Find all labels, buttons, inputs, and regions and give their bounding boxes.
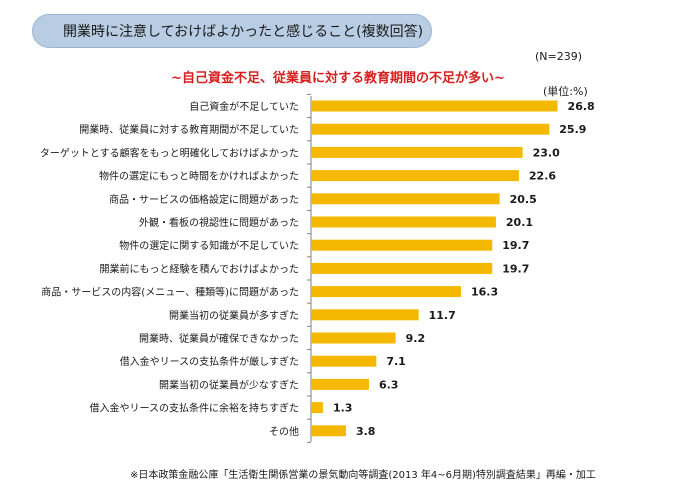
bar-13 [311,402,323,414]
bar-1 [311,123,550,135]
bar-0 [311,100,558,112]
category-label-13: 借入金やリースの支払条件に余裕を持ちすぎた [90,402,300,415]
category-label-12: 開業当初の従業員が少なすぎた [159,378,299,391]
sample-size: (N=239) [535,50,583,63]
category-label-11: 借入金やリースの支払条件が厳しすぎた [120,355,299,368]
chart-header: 開業時に注意しておけばよかったと感じること(複数回答) [32,14,432,48]
bar-3 [311,170,519,182]
chart-subtitle: ~自己資金不足、従業員に対する教育期間の不足が多い~ [171,71,505,86]
value-label-6: 19.7 [502,239,529,252]
source-note: ※日本政策金融公庫「生活衛生関係営業の景気動向等調査(2013 年4~6月期)特… [130,470,596,481]
value-label-14: 3.8 [356,425,376,438]
category-label-7: 開業前にもっと経験を積んでおけばよかった [100,262,300,275]
value-label-0: 26.8 [568,100,595,113]
category-label-3: 物件の選定にもっと時間をかければよかった [99,170,299,183]
value-label-2: 23.0 [533,146,560,159]
value-label-5: 20.1 [506,216,533,229]
bar-6 [311,239,493,251]
value-label-1: 25.9 [559,123,586,136]
value-label-3: 22.6 [529,170,556,183]
bar-4 [311,193,500,205]
bar-14 [311,425,346,437]
bar-2 [311,146,523,158]
bar-7 [311,262,493,274]
category-label-1: 開業時、従業員に対する教育期間が不足していた [79,123,299,136]
value-label-12: 6.3 [379,378,399,391]
bar-12 [311,378,369,390]
chart-header-text: 開業時に注意しておけばよかったと感じること(複数回答) [63,24,424,40]
value-label-7: 19.7 [502,262,529,275]
category-label-5: 外観・看板の視認性に問題があった [139,216,299,229]
value-label-13: 1.3 [333,402,353,415]
bar-10 [311,332,396,344]
bar-8 [311,286,461,298]
value-label-8: 16.3 [471,286,498,299]
category-label-9: 開業当初の従業員が多すぎた [169,309,299,322]
category-label-4: 商品・サービスの価格設定に問題があった [109,193,299,206]
value-label-10: 9.2 [406,332,426,345]
value-label-4: 20.5 [510,193,537,206]
value-label-9: 11.7 [429,309,456,322]
category-label-8: 商品・サービスの内容(メニュー、種類等)に問題があった [41,286,299,299]
bar-9 [311,309,419,321]
bar-11 [311,355,377,367]
category-label-0: 自己資金が不足していた [189,100,299,113]
unit-label: (単位:%) [543,85,588,98]
category-label-6: 物件の選定に関する知識が不足していた [119,239,299,252]
bar-5 [311,216,496,228]
category-label-10: 開業時、従業員が確保できなかった [139,332,299,345]
value-label-11: 7.1 [386,355,406,368]
category-label-14: その他 [269,425,299,438]
category-label-2: ターゲットとする顧客をもっと明確化しておけばよかった [40,146,299,159]
